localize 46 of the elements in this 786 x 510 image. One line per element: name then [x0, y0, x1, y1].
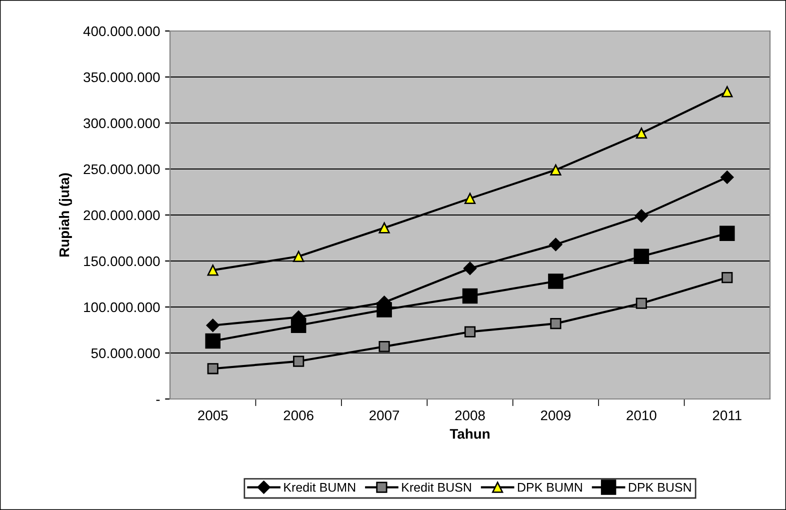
- legend-label: DPK BUMN: [518, 483, 582, 492]
- point: [636, 298, 647, 309]
- point: [464, 326, 476, 338]
- x-axis-title: Tahun: [450, 428, 490, 439]
- legend-label: Kredit BUSN: [402, 482, 471, 492]
- point: [205, 333, 220, 349]
- y-tick-label: 200.000.000: [84, 210, 160, 220]
- y-tick-label: 150.000.000: [84, 256, 160, 266]
- point: [720, 170, 734, 184]
- point: [207, 363, 218, 374]
- point: [207, 264, 218, 276]
- point: [378, 222, 390, 234]
- point: [634, 209, 648, 223]
- x-tick-label: 2005: [198, 410, 228, 420]
- x-tick-label: 2009: [540, 410, 571, 420]
- legend-label: DPK BUSN: [628, 482, 691, 492]
- x-tick-label: 2010: [626, 410, 656, 420]
- point: [720, 226, 735, 242]
- legend-label: Kredit BUMN: [284, 482, 356, 492]
- point: [206, 318, 220, 332]
- y-tick-label: -: [156, 400, 160, 401]
- point: [636, 128, 647, 139]
- y-tick-label: 350.000.000: [84, 72, 160, 82]
- point: [722, 86, 733, 98]
- point: [548, 274, 564, 289]
- point: [378, 341, 390, 352]
- point: [462, 288, 478, 304]
- point: [293, 250, 304, 262]
- point: [722, 272, 733, 284]
- point: [464, 192, 476, 204]
- y-tick-label: 100.000.000: [84, 302, 160, 312]
- point: [549, 238, 562, 252]
- point: [634, 248, 650, 264]
- point: [293, 356, 304, 367]
- y-tick-label: 300.000.000: [84, 118, 160, 128]
- y-tick-label: 50.000.000: [91, 348, 160, 358]
- x-tick-label: 2008: [455, 410, 485, 420]
- point: [463, 262, 477, 275]
- point: [550, 164, 562, 176]
- point: [550, 318, 562, 330]
- y-tick-label: 250.000.000: [84, 164, 160, 174]
- y-axis-title: Rupiah (juta): [58, 173, 72, 256]
- x-tick-label: 2006: [284, 410, 314, 420]
- y-tick-label: 400.000.000: [83, 26, 160, 36]
- x-tick-label: 2007: [370, 410, 400, 420]
- x-tick-label: 2011: [712, 410, 742, 420]
